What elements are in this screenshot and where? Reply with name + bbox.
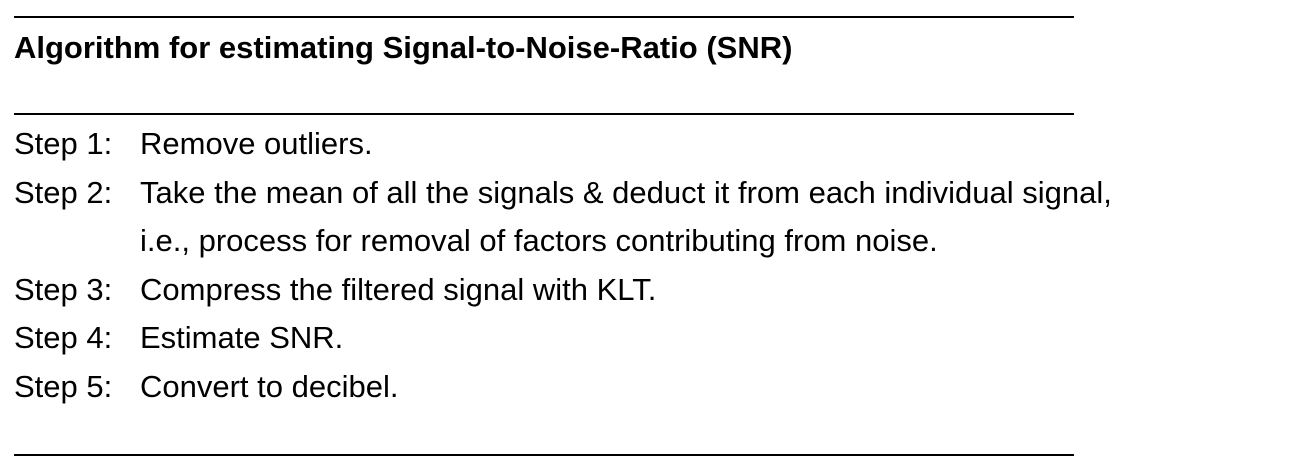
title-underline-rule [14,113,1074,115]
step-label: Step 3: [14,271,113,307]
step-line: Remove outliers. [140,126,373,161]
algorithm-title: Algorithm for estimating Signal-to-Noise… [14,30,793,65]
step-label: Step 2: [14,174,113,210]
step-3: Step 3: Compress the filtered signal wit… [14,266,1112,315]
step-label: Step 1: [14,126,113,161]
step-4: Step 4: Estimate SNR. [14,314,1112,363]
step-text: Convert to decibel. [140,363,398,412]
step-line: Compress the filtered signal with KLT. [140,271,657,307]
step-text: Remove outliers. [140,120,373,169]
step-5: Step 5: Convert to decibel. [14,363,1112,412]
step-line-continuation: i.e., process for removal of factors con… [140,223,938,258]
step-1: Step 1: Remove outliers. [14,120,1112,169]
step-label: Step 5: [14,368,113,404]
top-rule [14,16,1074,18]
bottom-rule [14,454,1074,456]
step-line: Take the mean of all the signals & deduc… [140,174,1112,210]
step-line: Convert to decibel. [140,368,399,404]
algorithm-steps-list: Step 1: Remove outliers. Step 2: Take th… [14,120,1112,411]
step-text: Compress the filtered signal with KLT. [140,266,656,315]
step-text: Take the mean of all the signals & deduc… [140,169,1112,266]
step-text: Estimate SNR. [140,314,343,363]
step-label: Step 4: [14,320,113,355]
step-line: Estimate SNR. [140,320,344,355]
step-2: Step 2: Take the mean of all the signals… [14,169,1112,266]
